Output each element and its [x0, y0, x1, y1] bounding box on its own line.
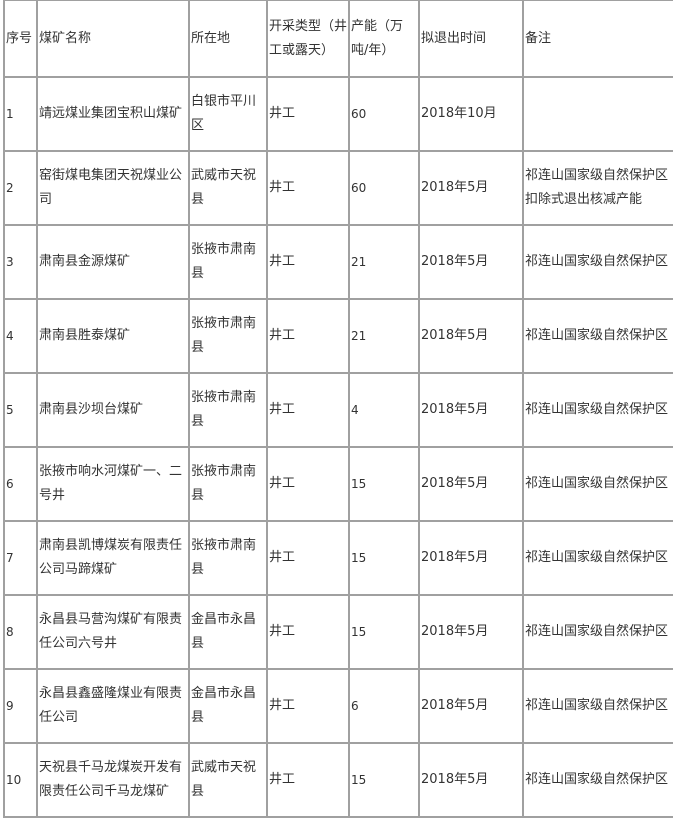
- table-row: 7 肃南县凯博煤炭有限责任公司马蹄煤矿 张掖市肃南县 井工 15 2018年5月 祁连山国家…: [3, 520, 673, 596]
- coal-mine-exit-table: 序号 煤矿名称 所在地 开采类型（井工或露天） 产能（万吨/年） 拟退出时间 备…: [3, 0, 673, 818]
- cell-capacity: 60: [348, 76, 420, 152]
- cell-mine-name: 窑街煤电集团天祝煤业公司: [36, 150, 190, 226]
- table-row: 2 窑街煤电集团天祝煤业公司 武威市天祝县 井工 60 2018年5月 祁连山国家级自然保护…: [3, 150, 673, 226]
- table-header-row: 序号 煤矿名称 所在地 开采类型（井工或露天） 产能（万吨/年） 拟退出时间 备…: [3, 0, 673, 78]
- cell-mine-name: 天祝县千马龙煤炭开发有限责任公司千马龙煤矿: [36, 742, 190, 818]
- cell-capacity: 4: [348, 372, 420, 448]
- cell-remarks: 祁连山国家级自然保护区: [522, 520, 673, 596]
- cell-mining-type: 井工: [266, 668, 350, 744]
- table-row: 5 肃南县沙坝台煤矿 张掖市肃南县 井工 4 2018年5月 祁连山国家级自然保护区: [3, 372, 673, 448]
- cell-index: 1: [3, 76, 38, 152]
- cell-exit-time: 2018年5月: [418, 668, 524, 744]
- cell-location: 武威市天祝县: [188, 742, 268, 818]
- table-row: 3 肃南县金源煤矿 张掖市肃南县 井工 21 2018年5月 祁连山国家级自然保护区: [3, 224, 673, 300]
- cell-index: 6: [3, 446, 38, 522]
- table-row: 9 永昌县鑫盛隆煤业有限责任公司 金昌市永昌县 井工 6 2018年5月 祁连山国家级自然保…: [3, 668, 673, 744]
- header-index: 序号: [3, 0, 38, 78]
- cell-capacity: 21: [348, 224, 420, 300]
- cell-location: 金昌市永昌县: [188, 594, 268, 670]
- cell-remarks: 祁连山国家级自然保护区: [522, 668, 673, 744]
- table-row: 6 张掖市响水河煤矿一、二号井 张掖市肃南县 井工 15 2018年5月 祁连山国家级自然保…: [3, 446, 673, 522]
- cell-exit-time: 2018年5月: [418, 742, 524, 818]
- cell-mine-name: 永昌县鑫盛隆煤业有限责任公司: [36, 668, 190, 744]
- cell-exit-time: 2018年5月: [418, 446, 524, 522]
- cell-index: 3: [3, 224, 38, 300]
- cell-location: 金昌市永昌县: [188, 668, 268, 744]
- cell-location: 张掖市肃南县: [188, 446, 268, 522]
- cell-mine-name: 张掖市响水河煤矿一、二号井: [36, 446, 190, 522]
- cell-index: 9: [3, 668, 38, 744]
- cell-remarks: 祁连山国家级自然保护区: [522, 594, 673, 670]
- cell-mining-type: 井工: [266, 594, 350, 670]
- table-row: 1 靖远煤业集团宝积山煤矿 白银市平川区 井工 60 2018年10月: [3, 76, 673, 152]
- cell-remarks: 祁连山国家级自然保护区扣除式退出核减产能: [522, 150, 673, 226]
- cell-location: 武威市天祝县: [188, 150, 268, 226]
- header-mine-name: 煤矿名称: [36, 0, 190, 78]
- cell-capacity: 60: [348, 150, 420, 226]
- cell-remarks: 祁连山国家级自然保护区: [522, 224, 673, 300]
- cell-exit-time: 2018年5月: [418, 594, 524, 670]
- cell-mining-type: 井工: [266, 742, 350, 818]
- cell-index: 7: [3, 520, 38, 596]
- cell-remarks: [522, 76, 673, 152]
- cell-location: 白银市平川区: [188, 76, 268, 152]
- cell-exit-time: 2018年5月: [418, 150, 524, 226]
- cell-exit-time: 2018年5月: [418, 520, 524, 596]
- cell-exit-time: 2018年5月: [418, 298, 524, 374]
- cell-mining-type: 井工: [266, 298, 350, 374]
- cell-location: 张掖市肃南县: [188, 224, 268, 300]
- cell-index: 10: [3, 742, 38, 818]
- cell-mining-type: 井工: [266, 150, 350, 226]
- cell-remarks: 祁连山国家级自然保护区: [522, 742, 673, 818]
- cell-remarks: 祁连山国家级自然保护区: [522, 372, 673, 448]
- cell-mining-type: 井工: [266, 372, 350, 448]
- cell-capacity: 15: [348, 446, 420, 522]
- cell-mine-name: 肃南县沙坝台煤矿: [36, 372, 190, 448]
- cell-remarks: 祁连山国家级自然保护区: [522, 446, 673, 522]
- cell-mine-name: 永昌县马营沟煤矿有限责任公司六号井: [36, 594, 190, 670]
- cell-location: 张掖市肃南县: [188, 520, 268, 596]
- cell-index: 4: [3, 298, 38, 374]
- table-row: 10 天祝县千马龙煤炭开发有限责任公司千马龙煤矿 武威市天祝县 井工 15 2018年5月…: [3, 742, 673, 818]
- header-remarks: 备注: [522, 0, 673, 78]
- cell-index: 8: [3, 594, 38, 670]
- cell-capacity: 21: [348, 298, 420, 374]
- cell-location: 张掖市肃南县: [188, 372, 268, 448]
- header-capacity: 产能（万吨/年）: [348, 0, 420, 78]
- cell-location: 张掖市肃南县: [188, 298, 268, 374]
- cell-exit-time: 2018年5月: [418, 224, 524, 300]
- cell-exit-time: 2018年5月: [418, 372, 524, 448]
- cell-mine-name: 靖远煤业集团宝积山煤矿: [36, 76, 190, 152]
- table-row: 8 永昌县马营沟煤矿有限责任公司六号井 金昌市永昌县 井工 15 2018年5月 祁连山国家…: [3, 594, 673, 670]
- cell-mine-name: 肃南县胜泰煤矿: [36, 298, 190, 374]
- cell-mining-type: 井工: [266, 224, 350, 300]
- cell-index: 5: [3, 372, 38, 448]
- cell-mining-type: 井工: [266, 446, 350, 522]
- cell-exit-time: 2018年10月: [418, 76, 524, 152]
- header-location: 所在地: [188, 0, 268, 78]
- cell-mining-type: 井工: [266, 76, 350, 152]
- cell-capacity: 6: [348, 668, 420, 744]
- cell-remarks: 祁连山国家级自然保护区: [522, 298, 673, 374]
- cell-capacity: 15: [348, 594, 420, 670]
- cell-mining-type: 井工: [266, 520, 350, 596]
- cell-capacity: 15: [348, 520, 420, 596]
- cell-capacity: 15: [348, 742, 420, 818]
- table-row: 4 肃南县胜泰煤矿 张掖市肃南县 井工 21 2018年5月 祁连山国家级自然保护区: [3, 298, 673, 374]
- cell-mine-name: 肃南县金源煤矿: [36, 224, 190, 300]
- cell-index: 2: [3, 150, 38, 226]
- header-exit-time: 拟退出时间: [418, 0, 524, 78]
- header-mining-type: 开采类型（井工或露天）: [266, 0, 350, 78]
- cell-mine-name: 肃南县凯博煤炭有限责任公司马蹄煤矿: [36, 520, 190, 596]
